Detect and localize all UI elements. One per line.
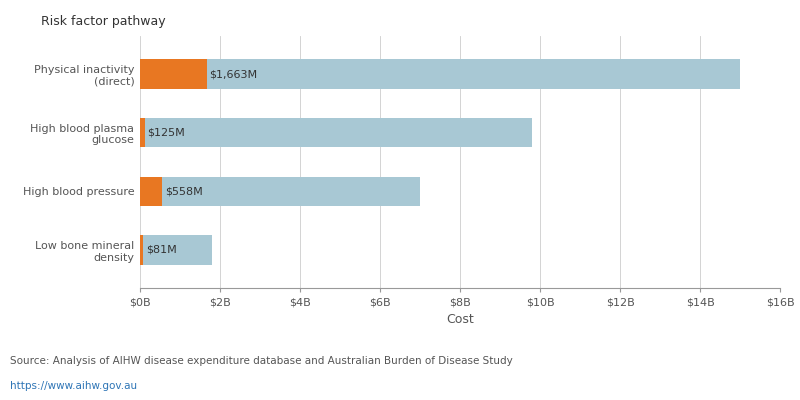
Text: $125M: $125M <box>147 128 185 138</box>
Bar <box>140 177 420 206</box>
Text: Source: Analysis of AIHW disease expenditure database and Australian Burden of D: Source: Analysis of AIHW disease expendi… <box>10 356 513 366</box>
Bar <box>140 177 162 206</box>
Text: https://www.aihw.gov.au: https://www.aihw.gov.au <box>10 381 138 391</box>
Bar <box>140 118 145 147</box>
Bar <box>140 118 532 147</box>
X-axis label: Cost: Cost <box>446 312 474 326</box>
Bar <box>140 60 740 89</box>
Bar <box>140 60 206 89</box>
Bar <box>140 235 143 264</box>
Text: $1,663M: $1,663M <box>209 69 257 79</box>
Bar <box>140 235 212 264</box>
Text: $558M: $558M <box>165 186 202 196</box>
Text: $81M: $81M <box>146 245 176 255</box>
Text: Risk factor pathway: Risk factor pathway <box>41 16 166 28</box>
